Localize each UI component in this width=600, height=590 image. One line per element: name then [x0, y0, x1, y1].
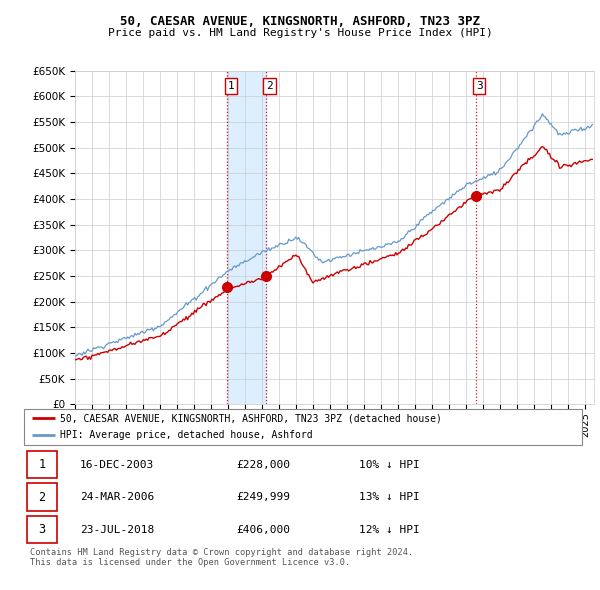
Text: 3: 3 [38, 523, 46, 536]
Text: 1: 1 [38, 458, 46, 471]
Text: Contains HM Land Registry data © Crown copyright and database right 2024.
This d: Contains HM Land Registry data © Crown c… [30, 548, 413, 567]
Text: £406,000: £406,000 [236, 525, 290, 535]
Text: 23-JUL-2018: 23-JUL-2018 [80, 525, 154, 535]
Bar [27, 483, 58, 511]
Text: £228,000: £228,000 [236, 460, 290, 470]
Text: 2: 2 [38, 490, 46, 504]
Bar [27, 516, 58, 543]
Text: 50, CAESAR AVENUE, KINGSNORTH, ASHFORD, TN23 3PZ (detached house): 50, CAESAR AVENUE, KINGSNORTH, ASHFORD, … [60, 413, 442, 423]
Text: Price paid vs. HM Land Registry's House Price Index (HPI): Price paid vs. HM Land Registry's House … [107, 28, 493, 38]
Bar [27, 451, 58, 478]
Text: £249,999: £249,999 [236, 492, 290, 502]
Text: 3: 3 [476, 81, 482, 91]
Text: 10% ↓ HPI: 10% ↓ HPI [359, 460, 419, 470]
Bar [227, 71, 266, 404]
Text: 12% ↓ HPI: 12% ↓ HPI [359, 525, 419, 535]
Text: 13% ↓ HPI: 13% ↓ HPI [359, 492, 419, 502]
Text: 16-DEC-2003: 16-DEC-2003 [80, 460, 154, 470]
Text: HPI: Average price, detached house, Ashford: HPI: Average price, detached house, Ashf… [60, 430, 313, 440]
Text: 1: 1 [227, 81, 234, 91]
Text: 2: 2 [266, 81, 273, 91]
Text: 24-MAR-2006: 24-MAR-2006 [80, 492, 154, 502]
Text: 50, CAESAR AVENUE, KINGSNORTH, ASHFORD, TN23 3PZ: 50, CAESAR AVENUE, KINGSNORTH, ASHFORD, … [120, 15, 480, 28]
